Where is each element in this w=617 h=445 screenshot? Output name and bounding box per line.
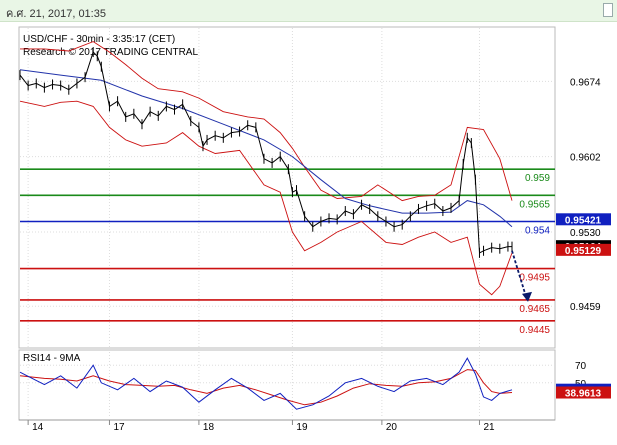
price-line <box>19 51 512 254</box>
forecast-arrow-line <box>511 250 528 301</box>
header-bar: ค.ศ. 21, 2017, 01:35 <box>0 0 617 22</box>
x-tick-label: 20 <box>386 422 398 433</box>
y-tick-label: 0.9459 <box>570 302 601 313</box>
y-tick-label: 0.9602 <box>570 153 601 164</box>
x-tick-label: 18 <box>203 422 215 433</box>
level-label: 0.9565 <box>519 199 550 210</box>
bollinger-upper-line <box>20 41 513 202</box>
rsi-tag-box <box>556 386 611 399</box>
x-tick-label: 17 <box>113 422 125 433</box>
support-resistance-levels: 0.959 0.9565 0.954 0.9495 0.9465 0.9445 <box>20 168 555 336</box>
axis-labels: 14 17 18 19 20 21 0.9674 0.9602 0.9530 0.9459 <box>27 77 601 433</box>
price-tag-label: 0.95129 <box>565 246 602 257</box>
level-label: 0.959 <box>525 173 550 184</box>
rsi-ma-line <box>19 369 513 406</box>
level-label: 0.9445 <box>519 325 550 336</box>
rsi-line <box>19 357 513 410</box>
main-panel-frame <box>18 26 556 349</box>
price-tag-label: 0.95421 <box>565 215 602 226</box>
rsi-tick-label: 70 <box>575 361 587 372</box>
rsi-series-group: 705042.163438.9613 <box>19 357 611 410</box>
y-tick-label: 0.9530 <box>570 228 601 239</box>
rsi-panel-frame <box>18 349 556 421</box>
level-label: 0.9495 <box>519 273 550 284</box>
rsi-tag-label: 38.9613 <box>565 389 602 400</box>
bollinger-lower-line <box>19 100 513 296</box>
grid <box>20 28 552 418</box>
level-label: 0.9465 <box>519 304 550 315</box>
level-label: 0.954 <box>525 225 550 236</box>
rsi-label: RSI14 - 9MA <box>23 353 81 364</box>
window-control-icon[interactable] <box>603 3 613 17</box>
x-tick-label: 21 <box>483 422 495 433</box>
y-tick-label: 0.9674 <box>570 77 601 88</box>
price-tag-box <box>556 213 611 226</box>
moving-average-line <box>19 69 513 228</box>
forecast-arrow-icon <box>522 291 532 302</box>
price-tag-box <box>556 243 611 256</box>
chart-title: USD/CHF - 30min - 3:35:17 (CET) <box>23 34 175 45</box>
price-series-group <box>19 41 532 302</box>
x-tick-label: 14 <box>32 422 44 433</box>
header-datetime: ค.ศ. 21, 2017, 01:35 <box>6 8 106 20</box>
x-tick-label: 19 <box>296 422 308 433</box>
